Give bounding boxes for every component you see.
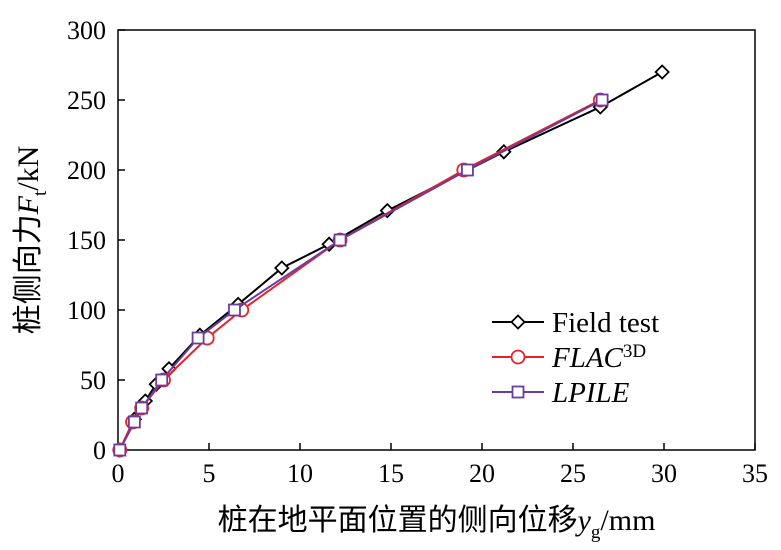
y-tick-label: 150 [67, 226, 106, 255]
legend-entry: FLAC3D [492, 341, 646, 374]
y-tick-label: 0 [93, 436, 106, 465]
data-point [595, 93, 609, 107]
y-tick-label: 200 [67, 156, 106, 185]
y-tick-label: 300 [67, 16, 106, 45]
data-point [135, 401, 149, 415]
data-point [228, 303, 241, 317]
series-square [113, 93, 609, 457]
series-layer [112, 64, 670, 458]
series-line [118, 99, 601, 451]
legend-label: LPILE [551, 377, 630, 409]
legend-label: FLAC3D [551, 341, 646, 374]
data-point [333, 233, 347, 247]
axis-titles: 桩在地平面位置的侧向位移yg/mm 桩侧向力Ft/kN [12, 146, 655, 543]
data-point [127, 415, 141, 429]
plot-area [117, 29, 756, 451]
axes: 0 5 10 15 20 25 30 35 0 50 100 150 200 250 300 [67, 16, 768, 488]
x-axis-title: 桩在地平面位置的侧向位移yg/mm [218, 504, 656, 543]
x-tick-label: 0 [112, 459, 125, 488]
y-tick-label: 100 [67, 296, 106, 325]
series-circle [112, 92, 608, 458]
data-point [113, 443, 127, 457]
data-point [379, 202, 396, 219]
legend-marker [510, 314, 526, 330]
x-tick-label: 15 [378, 459, 404, 488]
legend-marker [511, 385, 525, 399]
data-point [274, 260, 290, 276]
x-tick-label: 10 [287, 459, 313, 488]
data-point [461, 163, 474, 177]
data-point [191, 331, 205, 345]
x-tick-label: 25 [560, 459, 586, 488]
y-axis-title: 桩侧向力Ft/kN [12, 146, 51, 335]
legend-entry: LPILE [492, 377, 630, 409]
x-tick-label: 20 [469, 459, 495, 488]
data-point [155, 373, 169, 387]
x-tick-label: 5 [203, 459, 216, 488]
data-point [654, 64, 670, 80]
y-tick-label: 50 [80, 366, 106, 395]
legend-marker [510, 349, 526, 365]
y-tick-label: 250 [67, 86, 106, 115]
x-tick-label: 35 [742, 459, 768, 488]
series-line [118, 99, 603, 451]
legend-entry: Field test [492, 307, 659, 339]
x-tick-label: 30 [651, 459, 677, 488]
plot-frame [117, 29, 756, 451]
legend-label: Field test [552, 307, 659, 339]
